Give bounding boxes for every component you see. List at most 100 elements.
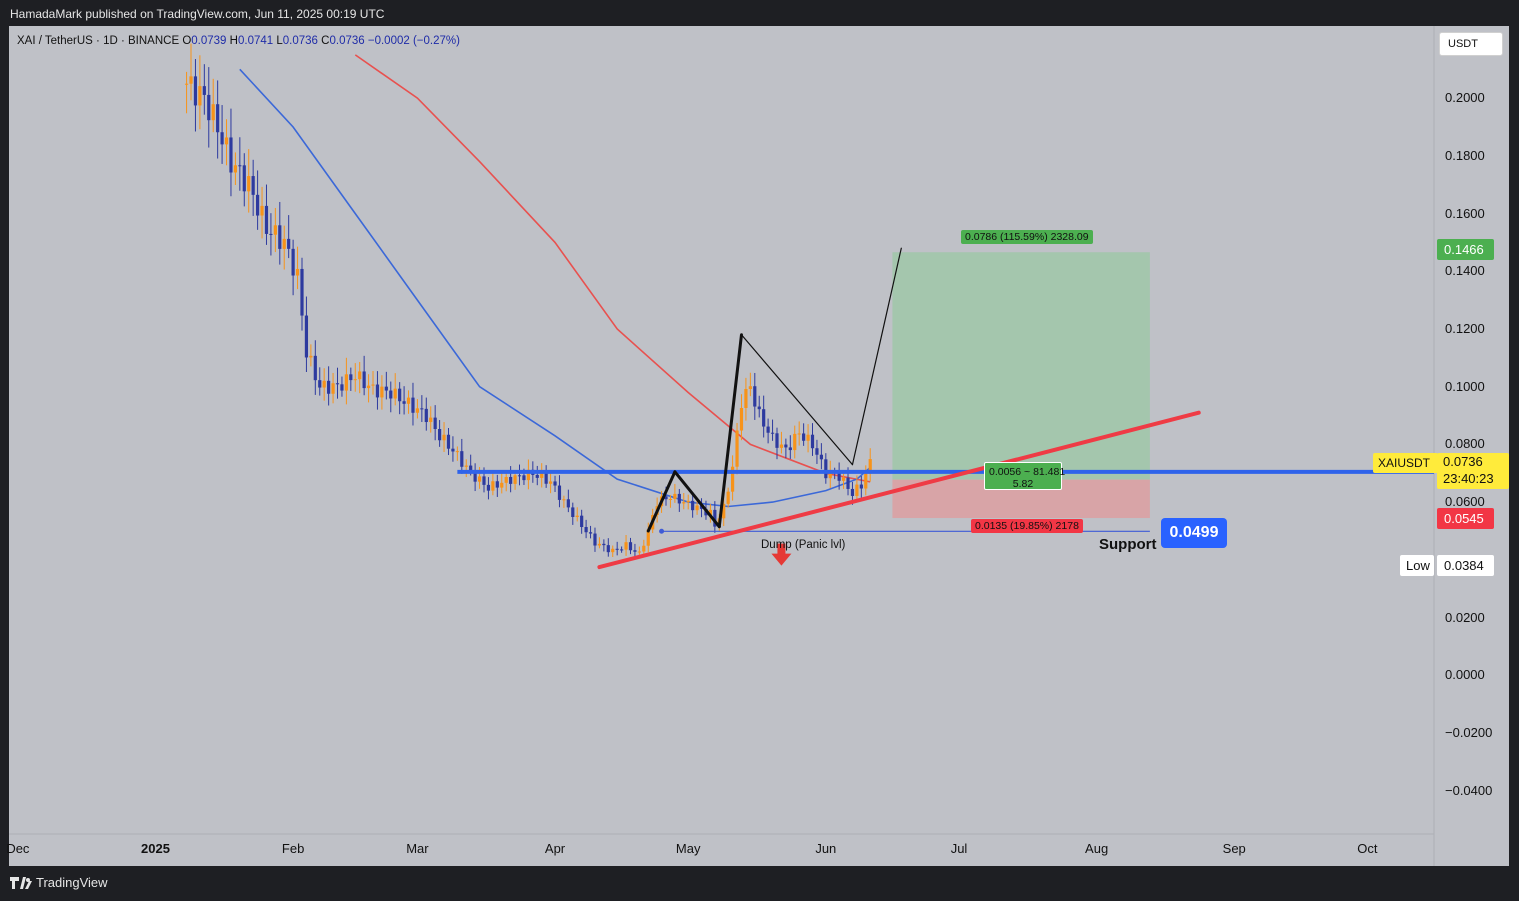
candle-body [460, 451, 464, 467]
candle-body [384, 386, 388, 391]
candle-body [753, 386, 757, 407]
last-price-value: 0.0736 [1443, 454, 1483, 469]
candle-body [202, 86, 206, 95]
candle-body [313, 355, 317, 381]
countdown-timer: 23:40:23 [1443, 471, 1494, 486]
candle-body [686, 500, 690, 503]
candle-body [584, 527, 588, 533]
legend-low: 0.0736 [282, 35, 318, 47]
candle-body [287, 238, 291, 249]
candle-body [841, 477, 846, 481]
candle-body [522, 475, 526, 481]
candle-body [735, 430, 739, 467]
candle-body [788, 447, 792, 451]
candle-body [602, 543, 606, 546]
y-tick-label: 0.1600 [1445, 205, 1485, 221]
pattern-line [646, 470, 677, 533]
candle-body [517, 475, 522, 477]
candle-body [548, 481, 553, 484]
candle-body [726, 491, 730, 504]
candle-body [708, 509, 713, 516]
candle-body [269, 233, 273, 235]
stop-box-label: 0.0135 (19.85%) 2178 [971, 519, 1083, 533]
candle-body [429, 417, 433, 423]
stop-price-tag: 0.0545 [1437, 508, 1494, 529]
candle-body [868, 459, 872, 474]
footer-brand: TradingView [36, 875, 108, 890]
y-tick-label: 0.0800 [1445, 436, 1485, 452]
legend-change: −0.0002 (−0.27%) [367, 35, 460, 47]
candle-body [810, 434, 815, 449]
candle-body [677, 493, 681, 504]
pattern-line [851, 247, 902, 466]
legend-high-label: H [229, 35, 238, 47]
candle-body [722, 503, 726, 519]
candle-body [198, 86, 202, 106]
y-tick-label: 0.0000 [1445, 667, 1485, 683]
candle-body [486, 484, 491, 491]
candle-body [628, 542, 633, 551]
support-line-anchor [659, 528, 665, 534]
y-tick-label: 0.1800 [1445, 147, 1485, 163]
candle-body [389, 390, 393, 399]
candle-body [699, 505, 704, 509]
candle-body [500, 482, 504, 488]
low-label-tag: Low [1400, 555, 1434, 576]
candle-body [491, 481, 495, 491]
last-price-tag: 0.0736 23:40:23 [1437, 453, 1509, 489]
currency-unit-button[interactable]: USDT [1439, 32, 1503, 56]
candle-body [251, 176, 255, 195]
candle-body [757, 406, 761, 410]
candle-body [242, 165, 246, 192]
candle-body [393, 388, 397, 399]
candle-body [682, 502, 686, 504]
candle-body [504, 476, 508, 483]
target-box-label: 0.0786 (115.59%) 2328.09 [961, 230, 1093, 244]
candle-body [762, 409, 766, 427]
candle-body [837, 473, 841, 481]
candle-body [420, 408, 424, 410]
candle-body [224, 137, 229, 145]
candle-body [424, 408, 428, 423]
candle-body [793, 433, 797, 451]
candle-body [273, 225, 277, 235]
candle-body [433, 417, 437, 430]
support-label: Support [1099, 536, 1157, 553]
price-chart[interactable] [9, 26, 1509, 866]
candle-body [744, 389, 748, 408]
legend-close: 0.0736 [329, 35, 365, 47]
candle-body [864, 473, 868, 489]
candle-body [575, 515, 579, 517]
ma-slow-line [354, 54, 871, 483]
y-tick-label: −0.0200 [1445, 725, 1493, 740]
candle-body [673, 493, 677, 499]
chart-area[interactable]: XAI / TetherUS · 1D · BINANCE O0.0739 H0… [6, 26, 1509, 866]
candle-body [850, 488, 855, 496]
candle-body [304, 315, 309, 358]
candle-body [318, 380, 322, 388]
candle-body [220, 132, 224, 145]
candle-body [797, 433, 801, 435]
candle-body [571, 507, 575, 517]
legend-open-label: O [182, 35, 192, 47]
candle-body [611, 548, 615, 553]
candle-body [637, 551, 641, 553]
tradingview-logo[interactable]: TradingView [10, 875, 108, 890]
candle-body [540, 472, 544, 478]
candle-body [642, 545, 646, 552]
candle-body [535, 474, 539, 478]
candle-body [247, 176, 251, 192]
x-tick-label: Sep [1222, 841, 1246, 856]
candle-body [398, 388, 402, 402]
y-tick-label: 0.1200 [1445, 321, 1485, 336]
candle-body [322, 380, 326, 388]
candle-body [442, 434, 446, 441]
candle-body [779, 444, 784, 448]
y-tick-label: 0.0600 [1445, 494, 1485, 510]
x-tick-label: Dec [6, 841, 30, 856]
candle-body [766, 426, 770, 433]
candle-body [260, 205, 264, 216]
y-tick-label: 0.1000 [1445, 378, 1485, 394]
candle-body [784, 444, 788, 448]
candle-body [233, 165, 238, 173]
